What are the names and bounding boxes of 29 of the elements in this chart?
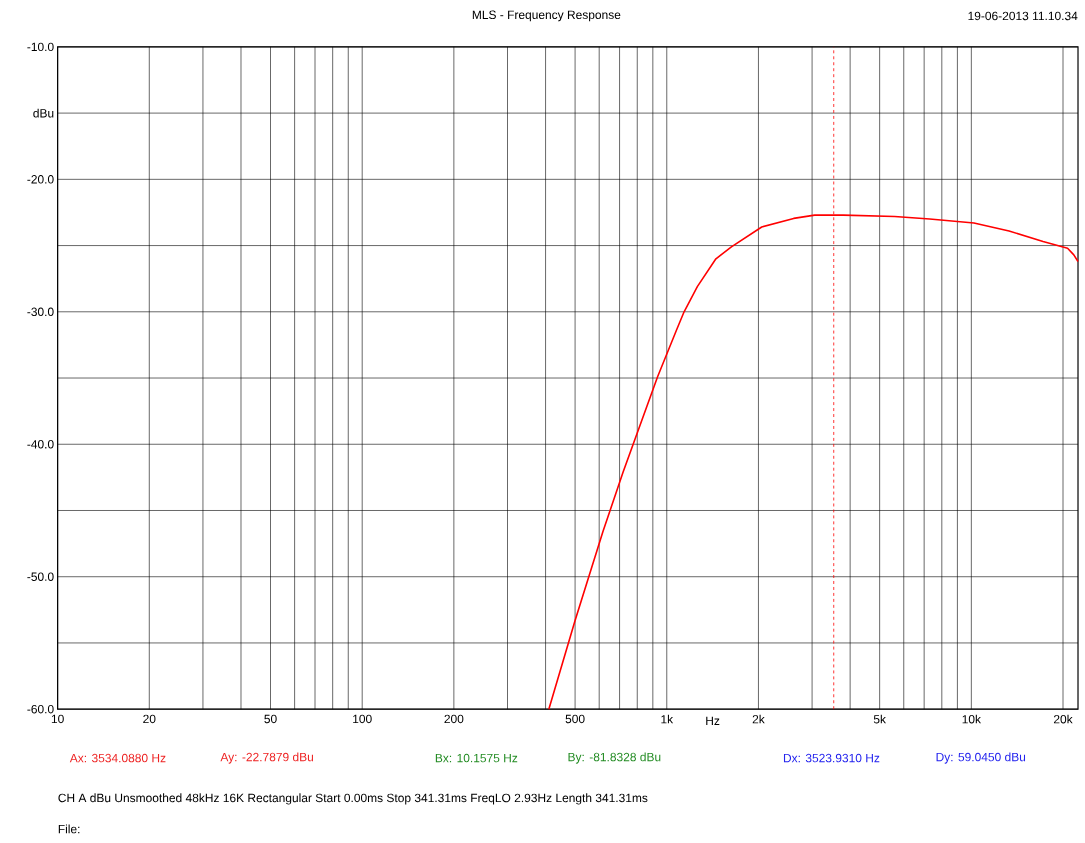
y-tick-label: -50.0 <box>27 572 54 582</box>
x-tick-label: 100 <box>353 714 372 724</box>
text: Dx: 3523.9310 Hz <box>783 753 880 763</box>
x-tick-label: 10 <box>51 714 64 724</box>
x-tick-label: 10k <box>962 714 981 724</box>
x-tick-label: 200 <box>444 714 464 724</box>
x-tick-label: 5k <box>873 714 886 724</box>
y-tick-label: -10.0 <box>27 42 54 52</box>
x-tick-label: 20k <box>1053 714 1073 724</box>
x-tick-label: 50 <box>264 714 277 724</box>
y-tick-label: -60.0 <box>27 705 54 714</box>
y-tick-label: -40.0 <box>27 440 54 449</box>
x-tick-label: 20 <box>143 714 156 724</box>
x-axis-title: Hz <box>706 716 720 725</box>
text: Ay: -22.7879 dBu <box>220 752 313 764</box>
text: Dy: 59.0450 dBu <box>936 752 1026 764</box>
text: 19-06-2013 11.10.34 <box>968 11 1078 21</box>
text: File: <box>58 824 80 834</box>
text: CH A dBu Unsmoothed 48kHz 16K Rectangular Start 0.00ms Stop 341.31ms FreqLO 2.93Hz Length 341.31ms <box>58 793 648 805</box>
x-tick-label: 500 <box>565 714 585 724</box>
y-tick-label: -20.0 <box>27 175 54 184</box>
x-tick-label: 2k <box>752 714 765 724</box>
y-tick-label: -30.0 <box>27 307 54 317</box>
text: By: -81.8328 dBu <box>568 752 661 764</box>
chart-title: MLS - Frequency Response <box>472 10 621 22</box>
text: Ax: 3534.0880 Hz <box>69 753 166 763</box>
x-tick-label: 1k <box>661 714 674 724</box>
text: Bx: 10.1575 Hz <box>435 753 518 763</box>
y-axis-title: dBu <box>33 108 54 118</box>
